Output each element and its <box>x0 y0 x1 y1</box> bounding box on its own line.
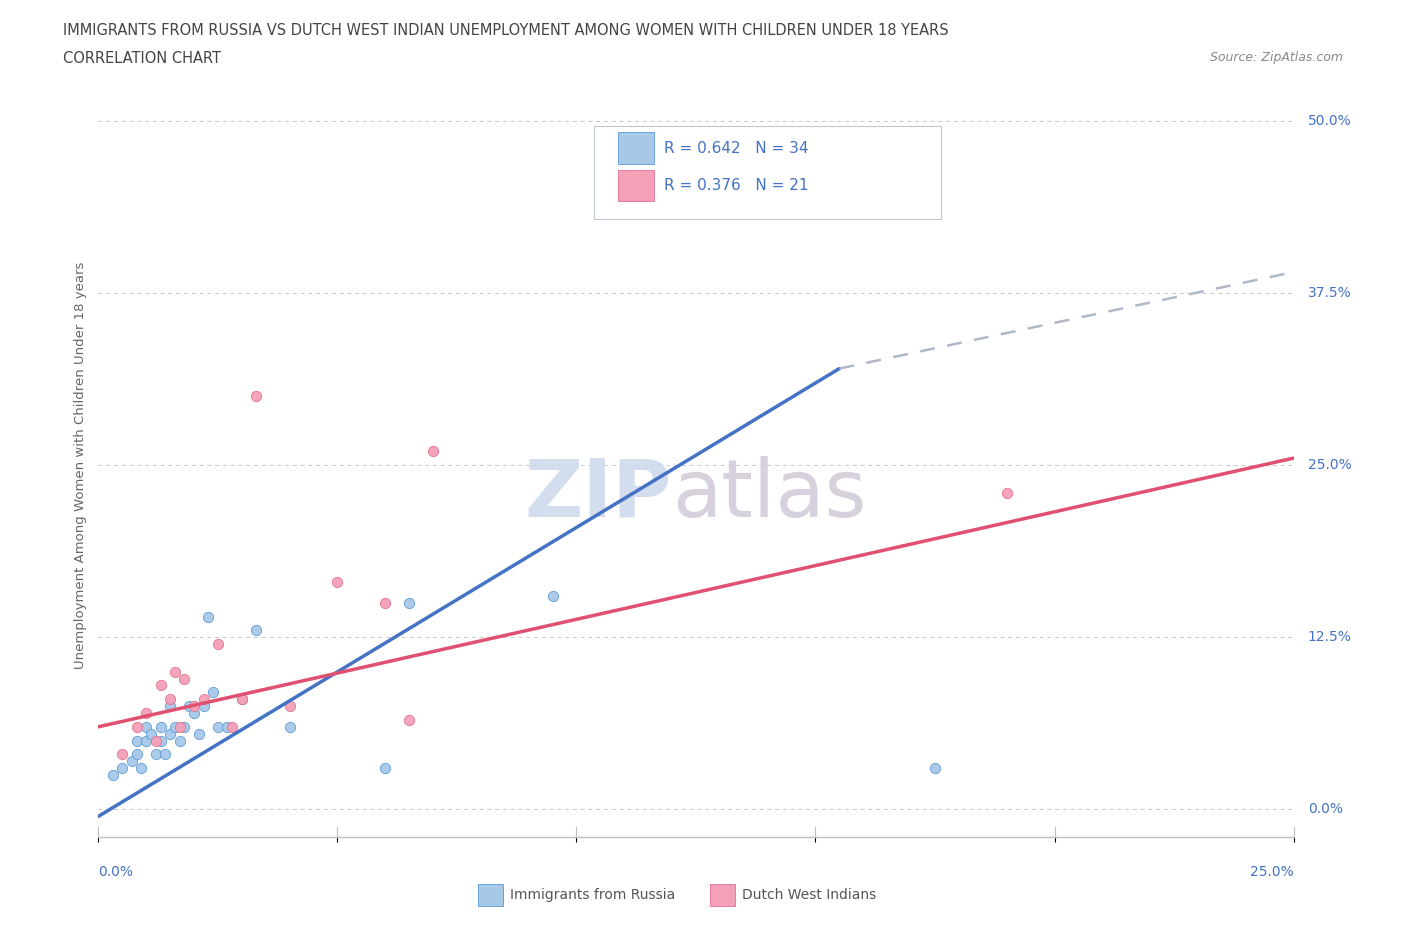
Point <box>179 698 201 713</box>
Point <box>197 609 219 624</box>
Point <box>163 719 186 734</box>
Text: 12.5%: 12.5% <box>1308 631 1351 644</box>
Point <box>231 692 253 707</box>
Point <box>183 706 205 721</box>
Point <box>149 733 172 748</box>
Point <box>169 719 191 734</box>
Point <box>245 389 267 404</box>
Point <box>183 698 205 713</box>
Text: R = 0.642   N = 34: R = 0.642 N = 34 <box>664 140 808 155</box>
Point <box>202 684 225 699</box>
Point <box>101 767 124 782</box>
Text: 0.0%: 0.0% <box>1308 803 1343 817</box>
Point <box>207 719 229 734</box>
Point <box>221 719 243 734</box>
Text: CORRELATION CHART: CORRELATION CHART <box>63 51 221 66</box>
Point <box>326 575 349 590</box>
Point <box>139 726 162 741</box>
Point <box>135 719 157 734</box>
Point <box>149 678 172 693</box>
Point <box>125 733 148 748</box>
Text: 25.0%: 25.0% <box>1250 865 1294 879</box>
Text: 50.0%: 50.0% <box>1308 113 1351 127</box>
Text: 37.5%: 37.5% <box>1308 286 1351 299</box>
Point <box>163 664 186 679</box>
Point <box>149 719 172 734</box>
Text: R = 0.376   N = 21: R = 0.376 N = 21 <box>664 178 808 193</box>
Point <box>278 719 301 734</box>
Text: Immigrants from Russia: Immigrants from Russia <box>510 887 676 902</box>
Y-axis label: Unemployment Among Women with Children Under 18 years: Unemployment Among Women with Children U… <box>75 261 87 669</box>
Point <box>159 692 181 707</box>
Point <box>145 747 167 762</box>
Point <box>111 761 134 776</box>
Point <box>231 692 253 707</box>
Point <box>193 692 215 707</box>
Text: Source: ZipAtlas.com: Source: ZipAtlas.com <box>1209 51 1343 64</box>
Point <box>145 733 167 748</box>
Point <box>207 637 229 652</box>
Point <box>111 747 134 762</box>
Point <box>135 706 157 721</box>
Text: ZIP: ZIP <box>524 456 672 534</box>
Point <box>422 444 444 458</box>
Bar <box>619 132 654 164</box>
Point <box>995 485 1018 500</box>
Point <box>159 726 181 741</box>
Point <box>155 747 177 762</box>
Text: IMMIGRANTS FROM RUSSIA VS DUTCH WEST INDIAN UNEMPLOYMENT AMONG WOMEN WITH CHILDR: IMMIGRANTS FROM RUSSIA VS DUTCH WEST IND… <box>63 23 949 38</box>
Point <box>135 733 157 748</box>
Point <box>131 761 153 776</box>
Point <box>245 623 267 638</box>
Point <box>398 712 420 727</box>
Text: atlas: atlas <box>672 456 866 534</box>
Point <box>278 698 301 713</box>
Point <box>159 698 181 713</box>
Point <box>374 761 396 776</box>
Point <box>173 671 195 686</box>
Text: 0.0%: 0.0% <box>98 865 134 879</box>
FancyBboxPatch shape <box>595 126 941 219</box>
Point <box>173 719 195 734</box>
Point <box>169 733 191 748</box>
Text: 25.0%: 25.0% <box>1308 458 1351 472</box>
Point <box>541 589 564 604</box>
Point <box>187 726 209 741</box>
Point <box>125 719 148 734</box>
Bar <box>619 169 654 201</box>
Point <box>398 595 420 610</box>
Point <box>374 595 396 610</box>
Point <box>121 754 143 769</box>
Point <box>924 761 946 776</box>
Text: Dutch West Indians: Dutch West Indians <box>742 887 876 902</box>
Point <box>756 154 779 169</box>
Point <box>217 719 239 734</box>
Point <box>193 698 215 713</box>
Point <box>125 747 148 762</box>
